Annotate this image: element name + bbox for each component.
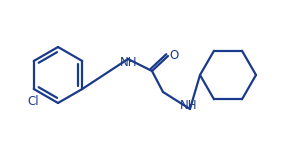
Text: NH: NH [180,99,198,112]
Text: Cl: Cl [27,95,39,108]
Text: NH: NH [120,56,138,69]
Text: O: O [169,49,179,61]
